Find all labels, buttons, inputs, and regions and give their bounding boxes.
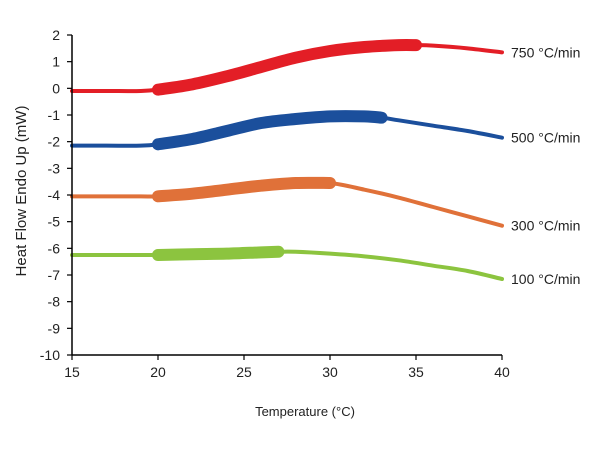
x-tick-label: 15 (64, 364, 80, 380)
x-tick-label: 35 (408, 364, 424, 380)
y-tick-label: -10 (40, 347, 60, 363)
series-line-750-c-min (70, 42, 504, 94)
series-transition-500-c-min (152, 110, 388, 151)
x-axis-title: Temperature (°C) (255, 404, 355, 419)
y-axis-title: Heat Flow Endo Up (mW) (13, 106, 30, 277)
y-tick-label: -8 (48, 294, 61, 310)
series-label-750-c-min: 750 °C/min (511, 44, 580, 60)
series-labels: 750 °C/min 500 °C/min 300 °C/min 100 °C/min (511, 44, 580, 287)
y-tick-label: -1 (48, 107, 61, 123)
series-label-500-c-min: 500 °C/min (511, 130, 580, 146)
y-tick-label: -6 (48, 240, 61, 256)
series-transition-100-c-min (152, 245, 285, 261)
y-tick-label: -7 (48, 267, 61, 283)
series-line-100-c-min (70, 249, 504, 281)
series-label-100-c-min: 100 °C/min (511, 271, 580, 287)
series-transition-750-c-min (152, 38, 422, 96)
y-tick-label: -2 (48, 134, 61, 150)
x-ticks: 15 20 25 30 35 40 (64, 355, 510, 380)
y-tick-label: 2 (52, 27, 60, 43)
series-layer (70, 38, 504, 281)
series-label-300-c-min: 300 °C/min (511, 218, 580, 234)
y-tick-label: 1 (52, 54, 60, 70)
series-transition-300-c-min (152, 176, 336, 203)
y-tick-label: -4 (48, 187, 61, 203)
x-tick-label: 25 (236, 364, 252, 380)
y-tick-label: -3 (48, 160, 61, 176)
y-tick-label: -9 (48, 320, 61, 336)
y-ticks: 2 1 0 -1 -2 -3 -4 -5 -6 -7 -8 -9 -10 (40, 27, 72, 363)
x-tick-label: 30 (322, 364, 338, 380)
y-tick-label: 0 (52, 80, 60, 96)
x-tick-label: 20 (150, 364, 166, 380)
y-tick-label: -5 (48, 214, 61, 230)
x-tick-label: 40 (494, 364, 510, 380)
